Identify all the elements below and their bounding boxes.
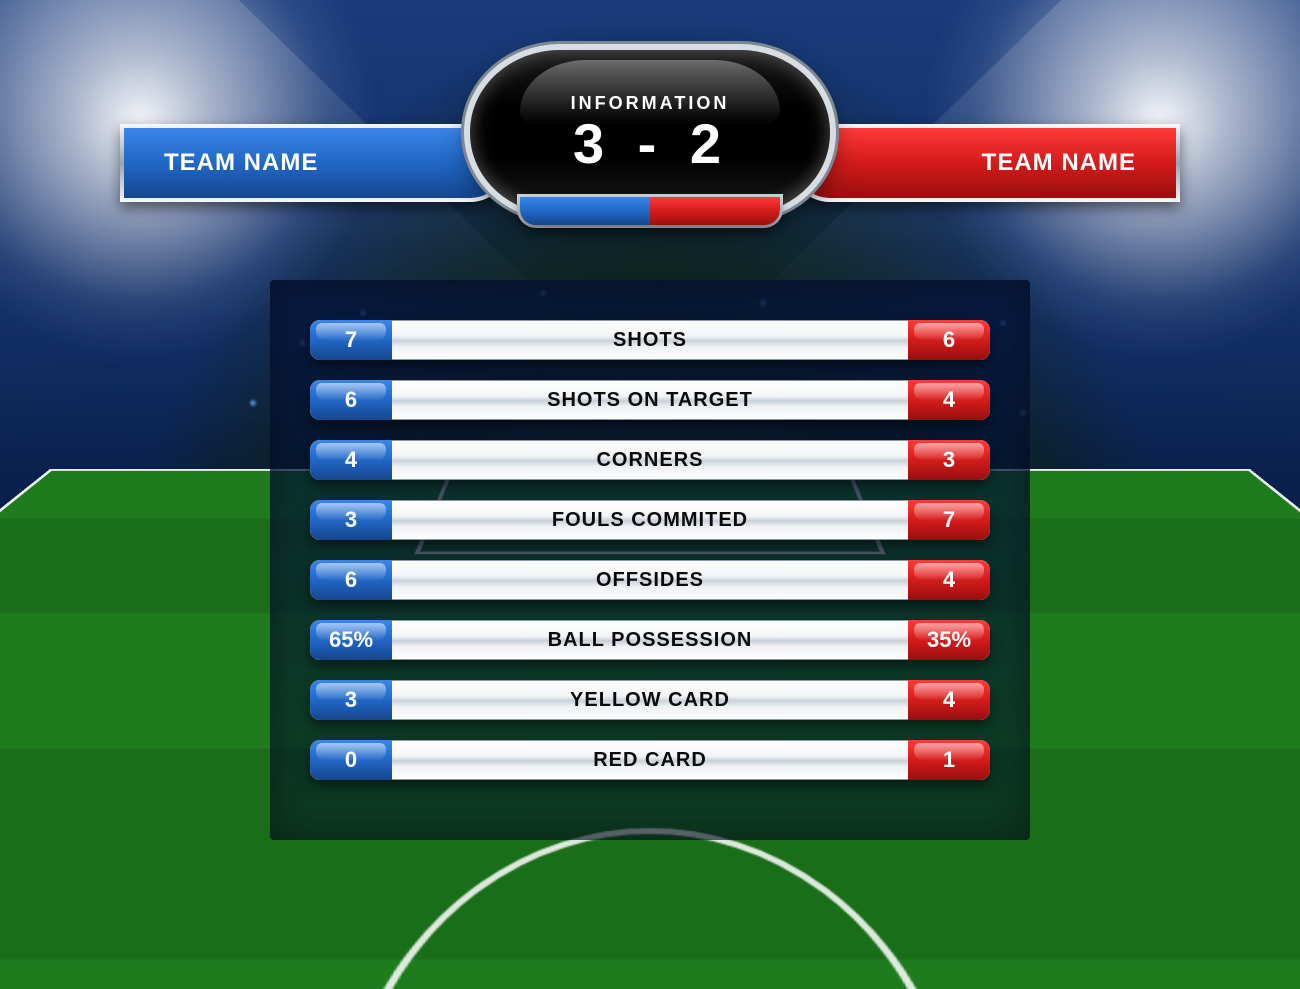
- stat-left-value: 4: [310, 440, 392, 480]
- stat-left-value: 3: [310, 680, 392, 720]
- stat-row: 0RED CARD1: [310, 740, 990, 780]
- stat-right-value: 35%: [908, 620, 990, 660]
- stat-left-value: 65%: [310, 620, 392, 660]
- score-sep: -: [638, 112, 663, 175]
- stat-left-value: 7: [310, 320, 392, 360]
- score-right: 2: [690, 112, 727, 175]
- stat-label: YELLOW CARD: [392, 680, 908, 720]
- stat-left-value: 0: [310, 740, 392, 780]
- stat-right-value: 7: [908, 500, 990, 540]
- stat-label: BALL POSSESSION: [392, 620, 908, 660]
- stat-left-value: 6: [310, 380, 392, 420]
- stat-left-value: 6: [310, 560, 392, 600]
- stat-row: 4CORNERS3: [310, 440, 990, 480]
- team-bar-right: TEAM NAME: [790, 124, 1180, 202]
- stat-label: CORNERS: [392, 440, 908, 480]
- stat-row: 6OFFSIDES4: [310, 560, 990, 600]
- stat-label: FOULS COMMITED: [392, 500, 908, 540]
- stat-label: SHOTS ON TARGET: [392, 380, 908, 420]
- stat-right-value: 4: [908, 680, 990, 720]
- stat-label: OFFSIDES: [392, 560, 908, 600]
- stat-label: SHOTS: [392, 320, 908, 360]
- stat-row: 3YELLOW CARD4: [310, 680, 990, 720]
- score: 3 - 2: [573, 116, 727, 172]
- stat-right-value: 6: [908, 320, 990, 360]
- stat-row: 65%BALL POSSESSION35%: [310, 620, 990, 660]
- stats-list: 7SHOTS66SHOTS ON TARGET44CORNERS33FOULS …: [310, 320, 990, 780]
- stat-right-value: 3: [908, 440, 990, 480]
- score-pod-base: [520, 197, 780, 225]
- stat-row: 6SHOTS ON TARGET4: [310, 380, 990, 420]
- scoreboard: TEAM NAME INFORMATION 3 - 2 TEAM NAME: [120, 110, 1180, 215]
- stat-row: 3FOULS COMMITED7: [310, 500, 990, 540]
- info-label: INFORMATION: [571, 93, 730, 114]
- stat-row: 7SHOTS6: [310, 320, 990, 360]
- stat-right-value: 4: [908, 380, 990, 420]
- team-right-name: TEAM NAME: [982, 149, 1136, 177]
- stat-left-value: 3: [310, 500, 392, 540]
- score-pod: INFORMATION 3 - 2: [470, 50, 830, 215]
- stat-label: RED CARD: [392, 740, 908, 780]
- stat-right-value: 1: [908, 740, 990, 780]
- stat-right-value: 4: [908, 560, 990, 600]
- team-bar-left: TEAM NAME: [120, 124, 510, 202]
- team-left-name: TEAM NAME: [164, 149, 318, 177]
- score-left: 3: [573, 112, 610, 175]
